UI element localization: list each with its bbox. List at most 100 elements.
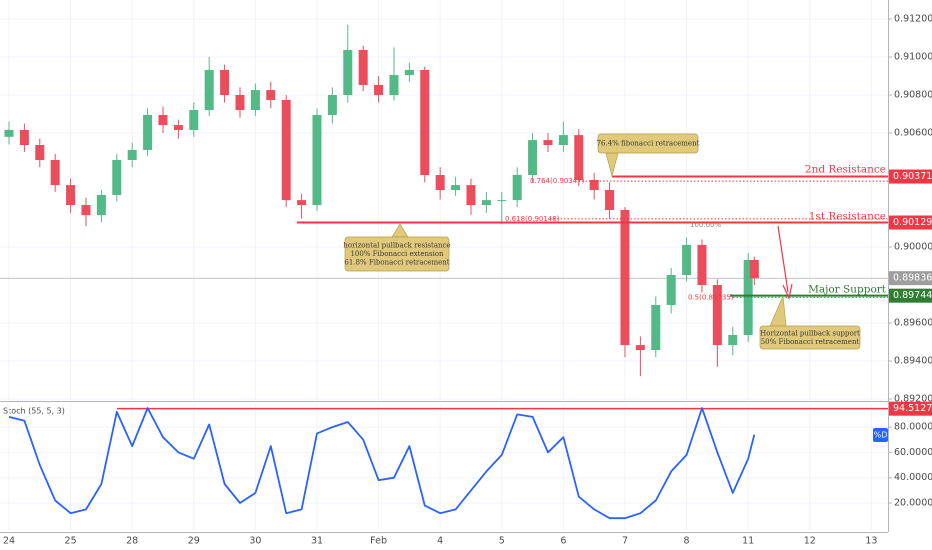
y-tick-label: 20.0000 [894,498,932,509]
candle-body [389,75,399,96]
y-tick-label: 0.89400 [894,356,932,367]
arrow-head [782,283,793,300]
callout-box [759,325,861,350]
y-tick-label: 0.90000 [894,242,932,253]
x-tick-label: 8 [684,536,690,547]
candle-body [4,129,14,137]
candle-body [558,135,568,145]
candle-body [605,190,615,210]
x-tick-label: 7 [622,536,628,547]
candle-body [66,185,76,206]
candle-body [528,140,538,176]
callout-text: horizontal pullback resistance [343,242,450,250]
y-tick-label: 0.91000 [894,52,932,63]
candle-body [81,205,91,216]
x-tick-label: 30 [249,536,261,547]
candle-body [749,259,759,279]
x-tick-label: 24 [3,536,15,547]
price-badge [889,288,932,303]
x-tick-label: Feb [370,536,387,547]
candle-body [235,95,245,111]
candle-body [435,175,445,191]
level-name: 1st Resistance [809,211,886,223]
y-tick-label: 0.90600 [894,128,932,139]
x-tick-label: 13 [865,536,877,547]
fib-label: 0.5(0.89735) [688,293,734,301]
candle-body [173,125,183,130]
x-tick-label: 29 [188,536,200,547]
candle-body [189,110,199,130]
x-tick-label: 31 [311,536,323,547]
candle-body [96,194,106,216]
y-tick-label: 40.0000 [894,472,932,483]
candle-body [620,209,630,346]
candle-body [497,200,507,202]
candle-body [451,185,461,191]
fib-label: 0.618(0.90148) [505,215,560,223]
candle-body [682,244,692,275]
indicator-name: Stoch (55, 5, 3) [3,407,65,416]
candle-body [466,185,476,206]
candle-body [574,135,584,180]
price-badge [889,169,932,184]
candle-body [158,114,168,126]
price-badge-label: 94.5127 [893,403,932,414]
candle-body [481,200,491,206]
legend-badge [873,428,888,442]
candle-body [343,49,353,96]
y-tick-label: 80.0000 [894,422,932,433]
candle-body [589,179,599,191]
candle-body [297,200,307,206]
fib-label: 0.764(0.90347) [530,177,585,185]
candle-body [50,160,60,186]
callout-box [597,133,699,154]
candle-body [512,175,522,201]
candle-body [374,84,384,96]
candle-body [697,244,707,286]
arrow-shaft [777,225,789,293]
price-badge-label: 0.90371 [893,171,932,182]
candle-body [728,335,738,346]
y-tick-label: 0.89600 [894,318,932,329]
candle-body [543,140,553,145]
x-tick-label: 6 [560,536,566,547]
candle-body [666,274,676,305]
x-tick-label: 25 [65,536,77,547]
candle-body [127,149,137,160]
x-tick-label: 12 [804,536,816,547]
y-tick-label: 0.91200 [894,14,932,25]
indicator-line [8,407,756,520]
fib-extension-label: 100.00% [690,221,721,229]
x-tick-label: 5 [499,536,505,547]
candle-body [651,304,661,351]
candle-body [220,69,230,96]
level-name: Major Support [808,284,887,296]
candle-body [250,90,260,111]
price-badge-label: 0.89744 [893,290,932,301]
candle-body [312,114,322,206]
candle-body [712,285,722,346]
price-badge-label: 0.90129 [893,217,932,228]
candle-body [420,69,430,176]
callout-text: 76.4% fibonacci retracement [597,140,700,148]
price-badge [889,401,932,416]
candle-body [112,160,122,195]
callout-text: 50% Fibonacci retracement [761,338,860,346]
y-tick-label: 0.90800 [894,90,932,101]
candle-body [358,49,368,85]
candle-body [327,95,337,115]
callout-text: Horizontal pullback support [760,329,860,337]
callout-box [344,236,450,272]
candle-body [266,90,276,100]
candle-body [143,114,153,150]
candle-body [281,99,291,201]
legend-label: %D [874,431,888,440]
y-tick-label: 0.89200 [894,394,932,405]
candle-body [35,144,45,160]
x-tick-label: 4 [437,536,443,547]
y-tick-label: 60.0000 [894,447,932,458]
x-tick-label: 28 [126,536,138,547]
price-badge [889,215,932,230]
